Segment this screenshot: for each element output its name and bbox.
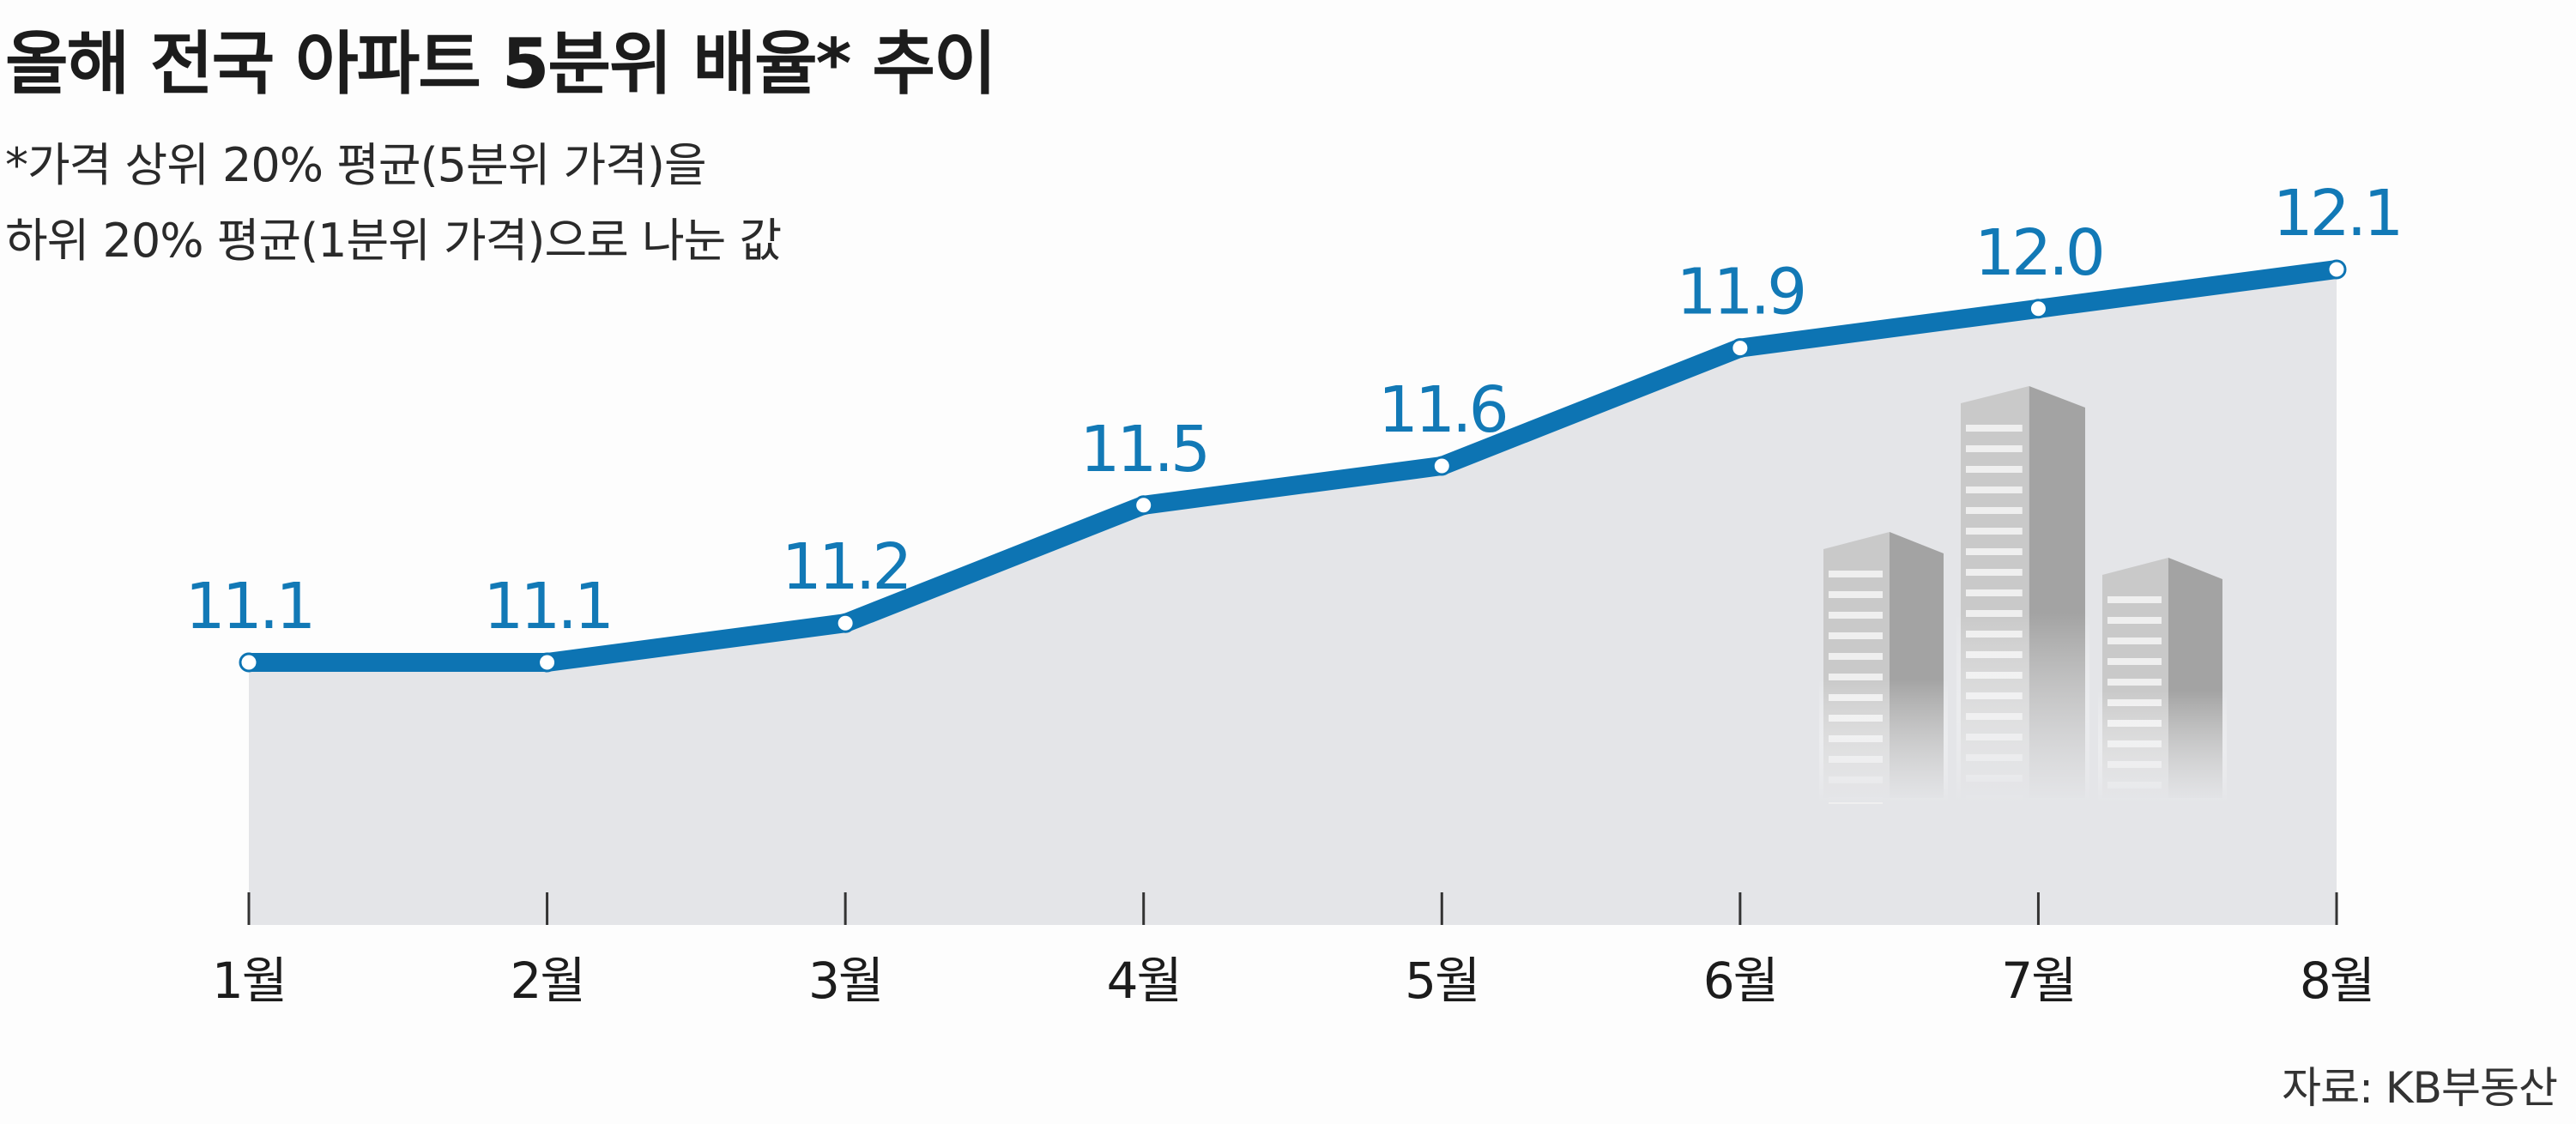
x-tick-label: 1월 (212, 952, 286, 1010)
x-tick-label: 4월 (1107, 952, 1181, 1010)
x-axis (247, 892, 2338, 925)
data-label: 11.9 (1676, 256, 1804, 329)
data-point (1431, 456, 1452, 476)
data-label: 11.1 (185, 570, 313, 644)
x-tick-label: 7월 (2001, 952, 2075, 1010)
x-tick-label: 8월 (2300, 952, 2373, 1010)
data-point (1134, 495, 1154, 516)
chart-note-line-2: 하위 20% 평균(1분위 가격)으로 나눈 값 (5, 214, 782, 268)
data-point (2028, 299, 2048, 319)
source-note: 자료: KB부동산 (2282, 1063, 2558, 1113)
x-tick-label: 5월 (1405, 952, 1478, 1010)
x-tick-label: 3월 (808, 952, 882, 1010)
chart-title: 올해 전국 아파트 5분위 배율* 추이 (5, 24, 997, 104)
chart-note-line-1: *가격 상위 20% 평균(5분위 가격)을 (5, 138, 707, 192)
chart-area-fill (249, 269, 2337, 925)
building-right (2098, 553, 2227, 802)
series-line (249, 260, 2338, 672)
x-tick-label: 2월 (510, 952, 584, 1010)
data-point (239, 652, 259, 673)
data-point (2326, 259, 2347, 280)
data-point (1730, 338, 1751, 359)
x-tick-label: 6월 (1703, 952, 1777, 1010)
data-point (835, 613, 856, 633)
data-label: 11.2 (782, 530, 910, 604)
data-labels: 11.1 11.1 11.2 11.5 11.6 11.9 12.0 12.1 (185, 177, 2404, 644)
building-left (1819, 528, 1948, 804)
x-tick-labels: 1월 2월 3월 4월 5월 6월 7월 8월 (212, 952, 2375, 1010)
data-label: 12.0 (1974, 216, 2102, 290)
data-label: 11.5 (1079, 413, 1207, 486)
building-middle (1956, 382, 2089, 802)
data-points (239, 259, 2347, 673)
data-point (537, 652, 558, 673)
data-label: 12.1 (2273, 177, 2401, 251)
data-label: 11.1 (483, 570, 611, 644)
data-label: 11.6 (1378, 373, 1506, 447)
building-illustration (1819, 382, 2227, 804)
